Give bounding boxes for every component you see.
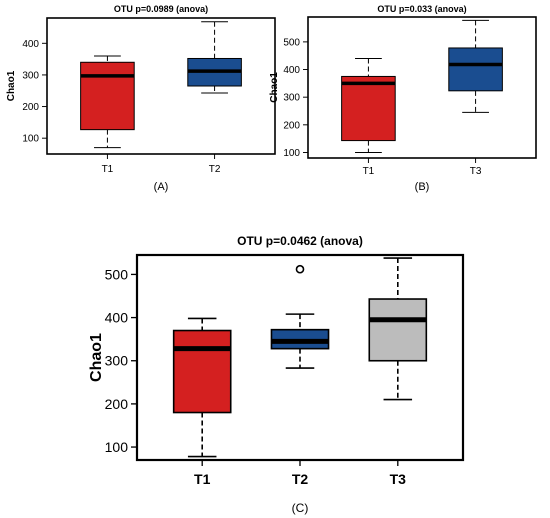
x-tick-label: T1	[194, 471, 211, 487]
panel-label: (C)	[292, 501, 309, 515]
chart-panel-a: OTU p=0.0989 (anova) Chao1 100 200 300 400 T1 T…	[6, 4, 276, 193]
x-tick-label: T2	[292, 471, 309, 487]
y-tick-label: 500	[283, 37, 300, 48]
plot-frame	[135, 253, 465, 462]
plot-frame	[46, 17, 276, 155]
iqr-box	[80, 61, 135, 131]
x-tick-label: T3	[470, 166, 482, 177]
y-tick-label: 200	[22, 102, 39, 113]
iqr-box	[368, 298, 428, 362]
chart-title: OTU p=0.0462 (anova)	[237, 234, 363, 248]
box-t3	[368, 257, 428, 401]
y-tick-label: 300	[22, 70, 39, 81]
x-tick-label: T1	[363, 166, 375, 177]
x-tick-label: T2	[209, 164, 221, 175]
box-t3	[448, 19, 503, 113]
x-tick-label: T3	[390, 471, 407, 487]
box-t1	[341, 57, 396, 153]
box-t1	[80, 55, 135, 149]
y-tick-label: 300	[283, 93, 300, 104]
iqr-box	[172, 329, 232, 414]
chart-panel-c: OTU p=0.0462 (anova) Chao1 100 200 300 400 500…	[88, 234, 465, 515]
iqr-box	[448, 47, 503, 92]
y-tick-label: 400	[22, 39, 39, 50]
y-tick-label: 100	[105, 439, 129, 455]
chart-panel-b: OTU p=0.033 (anova) Chao1 100 200 300 400 500 T…	[269, 4, 537, 193]
y-tick-label: 400	[105, 309, 129, 325]
y-tick-label: 100	[22, 134, 39, 145]
box-t1	[172, 317, 232, 458]
x-tick-label: T1	[102, 164, 114, 175]
y-tick-label: 200	[105, 396, 129, 412]
outlier-point	[295, 264, 305, 274]
box-t2	[270, 264, 330, 369]
y-tick-label: 300	[105, 353, 129, 369]
y-axis-label: Chao1	[269, 72, 280, 103]
y-tick-label: 100	[283, 148, 300, 159]
panel-label: (B)	[415, 181, 430, 193]
panel-label: (A)	[154, 181, 169, 193]
y-axis-label: Chao1	[88, 333, 105, 382]
chart-title: OTU p=0.0989 (anova)	[114, 4, 208, 14]
plot-frame	[307, 16, 537, 159]
y-tick-label: 400	[283, 65, 300, 76]
box-t2	[187, 21, 242, 94]
chart-title: OTU p=0.033 (anova)	[377, 4, 466, 14]
y-tick-label: 500	[105, 266, 129, 282]
iqr-box	[341, 75, 396, 142]
y-axis-label: Chao1	[6, 70, 17, 101]
y-tick-label: 200	[283, 120, 300, 131]
